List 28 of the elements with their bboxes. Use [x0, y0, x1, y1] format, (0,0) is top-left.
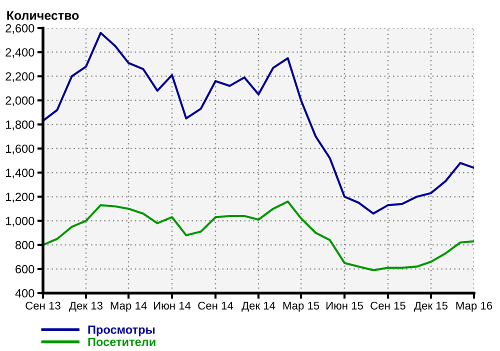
y-tick-label: 600: [16, 265, 34, 274]
y-tick-label: 400: [15, 289, 34, 298]
y-tick-label: 2,600: [6, 24, 34, 34]
x-tick-label: Июн 14: [154, 302, 191, 310]
x-tick-label: Дек 13: [69, 302, 103, 312]
x-tick-label: Сен 14: [198, 302, 234, 310]
chart-title: Количество: [7, 11, 79, 20]
x-tick-label: Сен 15: [370, 302, 406, 310]
x-tick-label: Мар 15: [283, 302, 320, 312]
x-tick-label: Дек 15: [414, 302, 448, 312]
legend-label: Просмотры: [88, 326, 155, 336]
y-tick-label: 1,000: [6, 216, 34, 227]
y-tick-label: 800: [15, 240, 34, 250]
y-tick-label: 2,400: [6, 48, 34, 58]
y-tick-label: 1,600: [6, 144, 34, 154]
y-tick-label: 1,800: [6, 120, 34, 130]
y-tick-label: 2,200: [6, 72, 34, 82]
x-tick-label: Сен 13: [26, 302, 60, 310]
y-tick-label: 1,400: [6, 168, 34, 178]
x-tick-label: Мар 14: [110, 302, 147, 312]
y-tick-label: 2,000: [6, 96, 34, 106]
line-series: [43, 200, 474, 272]
legend-label: Посетители: [88, 338, 156, 346]
x-tick-label: Июн 15: [326, 302, 363, 310]
x-tick-label: Мар 16: [456, 302, 492, 312]
x-tick-label: Дек 14: [242, 302, 276, 312]
line-series: [43, 32, 474, 215]
y-tick-label: 1,200: [6, 192, 34, 203]
